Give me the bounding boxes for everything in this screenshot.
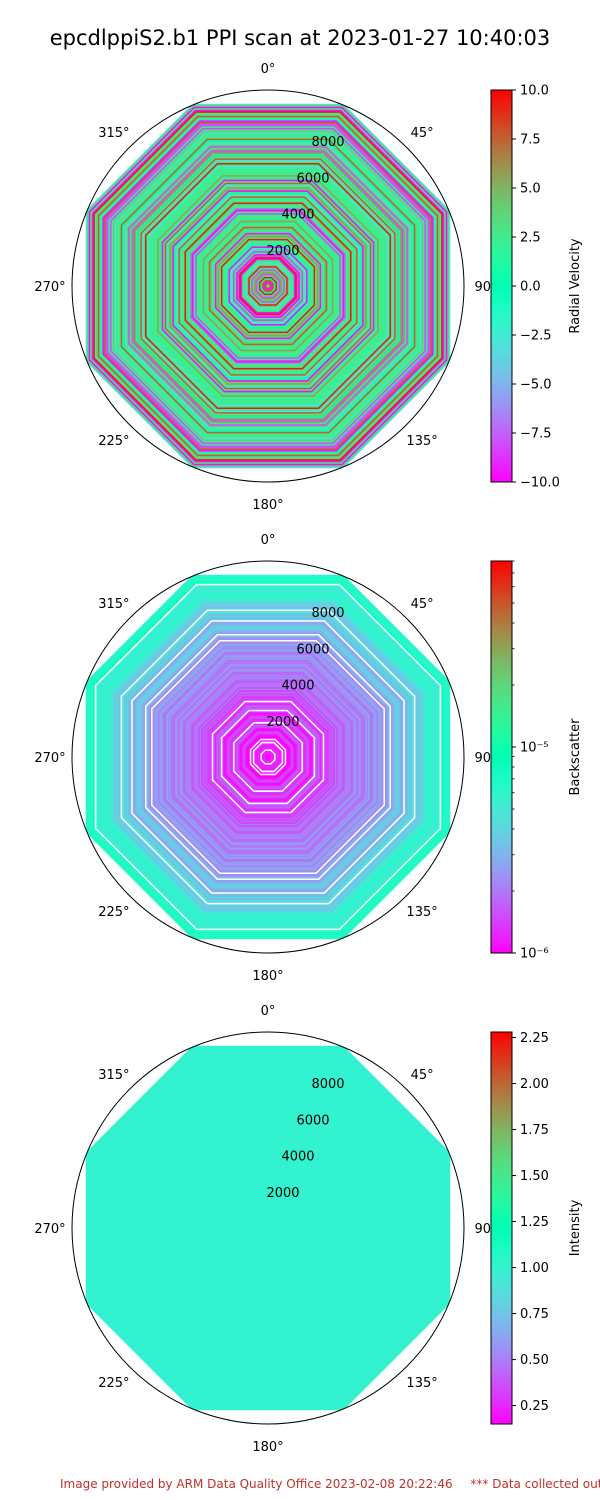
angle-tick-label: 180° [252, 969, 283, 984]
colorbar-tick-label: 7.5 [520, 133, 541, 148]
footer: Image provided by ARM Data Quality Offic… [60, 1477, 600, 1491]
radial-velocity-panel: 0°45°90°135°180°225°270°315°200040006000… [34, 62, 583, 513]
angle-tick-label: 0° [261, 1004, 276, 1019]
colorbar-tick-label: 2.5 [520, 231, 541, 246]
colorbar-tick-label: 1.50 [520, 1169, 549, 1184]
scan-ring [85, 1045, 451, 1411]
radial-tick-label: 2000 [266, 715, 299, 730]
colorbar-bar [490, 1031, 513, 1425]
angle-tick-label: 45° [411, 1068, 434, 1083]
footer-note-text: *** Data collected outside [470, 1477, 600, 1491]
colorbar-tick-label: 1.00 [520, 1261, 549, 1276]
colorbar-tick-label: 0.25 [520, 1399, 549, 1414]
angle-tick-label: 135° [406, 434, 437, 449]
scan-data [85, 574, 451, 940]
colorbar-tick-label: 2.00 [520, 1077, 549, 1092]
angle-tick-label: 225° [98, 905, 129, 920]
radial-tick-label: 8000 [311, 606, 344, 621]
colorbar-label: Backscatter [568, 718, 583, 796]
angle-tick-label: 270° [34, 1222, 65, 1237]
angle-tick-label: 45° [411, 126, 434, 141]
scan-ring [266, 284, 270, 288]
colorbar-tick-label: 0.0 [520, 280, 541, 295]
colorbar-tick-label: 1.25 [520, 1215, 549, 1230]
colorbar: 2.25 2.00 1.75 1.50 1.25 1.00 0.75 0.50 0.25 Inte… [490, 1031, 583, 1425]
colorbar-tick-label: 10⁻⁶ [520, 947, 549, 962]
intensity-panel: 0°45°90°135°180°225°270°315°200040006000… [34, 1004, 583, 1455]
scan-data [85, 103, 451, 469]
radial-tick-label: 4000 [281, 208, 314, 223]
radial-tick-label: 6000 [296, 171, 329, 186]
angle-tick-label: 225° [98, 1376, 129, 1391]
radial-tick-label: 4000 [281, 679, 314, 694]
colorbar-tick-label: −2.5 [520, 329, 552, 344]
colorbar-tick-label: −7.5 [520, 427, 552, 442]
radial-tick-label: 8000 [311, 135, 344, 150]
angle-tick-label: 180° [252, 498, 283, 513]
colorbar-tick-label: −10.0 [520, 476, 560, 491]
radial-tick-label: 2000 [266, 1186, 299, 1201]
angle-tick-label: 135° [406, 905, 437, 920]
colorbar-tick-label: 10⁻⁵ [520, 741, 549, 756]
angle-tick-label: 315° [98, 126, 129, 141]
radial-tick-label: 8000 [311, 1077, 344, 1092]
angle-tick-label: 45° [411, 597, 434, 612]
polar-frame [71, 89, 465, 483]
scan-data [85, 1045, 451, 1411]
angle-tick-label: 225° [98, 434, 129, 449]
polar-frame [71, 1031, 465, 1425]
angle-tick-label: 270° [34, 280, 65, 295]
angle-tick-label: 315° [98, 597, 129, 612]
scan-ring [266, 755, 270, 759]
colorbar-tick-label: 2.25 [520, 1031, 549, 1046]
radial-tick-label: 2000 [266, 244, 299, 259]
backscatter-panel: 0°45°90°135°180°225°270°315°200040006000… [34, 533, 583, 984]
angle-tick-label: 180° [252, 1440, 283, 1455]
angle-tick-label: 315° [98, 1068, 129, 1083]
colorbar-tick-label: −5.0 [520, 378, 552, 393]
colorbar-label: Intensity [568, 1199, 583, 1256]
colorbar-tick-label: 10.0 [520, 84, 549, 99]
figure-title: epcdlppiS2.b1 PPI scan at 2023-01-27 10:… [49, 26, 551, 50]
colorbar-bar [490, 89, 513, 483]
colorbar-tick-label: 5.0 [520, 182, 541, 197]
radial-tick-label: 4000 [281, 1150, 314, 1165]
colorbar-label: Radial Velocity [568, 238, 583, 334]
angle-tick-label: 0° [261, 533, 276, 548]
polar-frame [71, 560, 465, 954]
colorbar-bar [490, 560, 513, 954]
angle-tick-label: 135° [406, 1376, 437, 1391]
radial-tick-label: 6000 [296, 642, 329, 657]
radial-tick-label: 6000 [296, 1113, 329, 1128]
angle-tick-label: 0° [261, 62, 276, 77]
colorbar-tick-label: 0.50 [520, 1353, 549, 1368]
colorbar-tick-label: 1.75 [520, 1123, 549, 1138]
colorbar-tick-label: 0.75 [520, 1307, 549, 1322]
colorbar: 10⁻⁵ 10⁻⁶ Backscatter [490, 560, 583, 962]
footer-provided-text: Image provided by ARM Data Quality Offic… [60, 1477, 453, 1491]
colorbar: 10.0 7.5 5.0 2.5 0.0 −2.5 −5.0 −7.5 −10.0 Radial … [490, 84, 583, 491]
angle-tick-label: 270° [34, 751, 65, 766]
